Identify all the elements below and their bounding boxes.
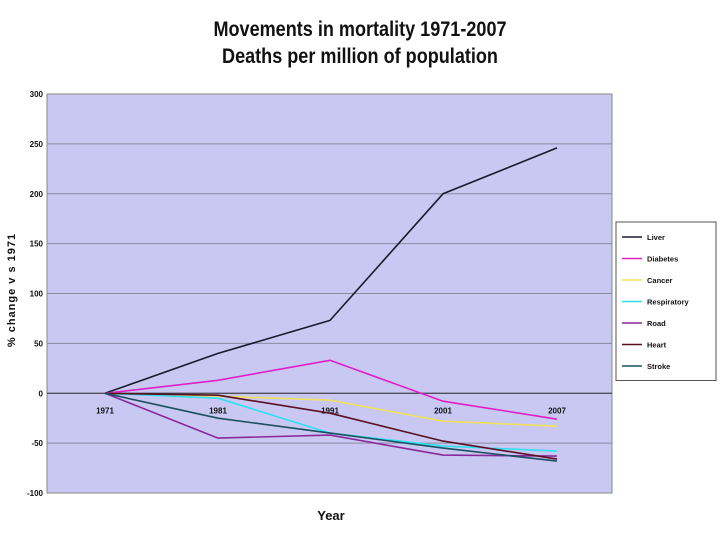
y-tick-label: 150 <box>30 240 44 249</box>
series-line-stroke <box>104 392 558 462</box>
y-tick-label: 200 <box>30 190 44 199</box>
x-tick-label: 1991 <box>321 406 339 415</box>
series-line-road <box>104 392 558 457</box>
y-tick-label: 300 <box>30 90 44 99</box>
legend-label-liver: Liver <box>647 233 665 242</box>
legend-label-road: Road <box>647 319 666 328</box>
series-line-heart <box>104 392 558 460</box>
x-tick-label: 1981 <box>209 406 227 415</box>
chart-title: Movements in mortality 1971-2007 <box>213 18 507 41</box>
legend-label-heart: Heart <box>647 341 667 350</box>
x-tick-label: 2007 <box>548 406 566 415</box>
legend-label-diabetes: Diabetes <box>647 255 678 264</box>
chart-subtitle: Deaths per million of population <box>222 45 498 68</box>
x-axis-label: Year <box>317 508 345 523</box>
x-tick-label: 1971 <box>96 406 114 415</box>
series-line-diabetes <box>104 359 558 420</box>
legend: Liver Diabetes Cancer Respiratory Road Heart S… <box>615 221 717 381</box>
y-tick-label: 50 <box>34 339 43 348</box>
series-lines <box>104 147 558 462</box>
y-tick-label: -100 <box>27 489 44 498</box>
y-tick-label: 100 <box>30 290 44 299</box>
y-tick-label: 0 <box>39 389 44 398</box>
legend-label-stroke: Stroke <box>647 362 670 371</box>
legend-label-cancer: Cancer <box>647 276 673 285</box>
x-tick-labels: 1971 1981 1991 2001 2007 <box>96 406 566 415</box>
x-tick-label: 2001 <box>434 406 452 415</box>
series-line-liver <box>104 147 558 395</box>
y-tick-label: 250 <box>30 140 44 149</box>
y-tick-label: -50 <box>31 439 43 448</box>
y-tick-labels: 300 250 200 150 100 50 0 -50 -100 <box>27 90 44 498</box>
legend-label-respiratory: Respiratory <box>647 298 690 307</box>
